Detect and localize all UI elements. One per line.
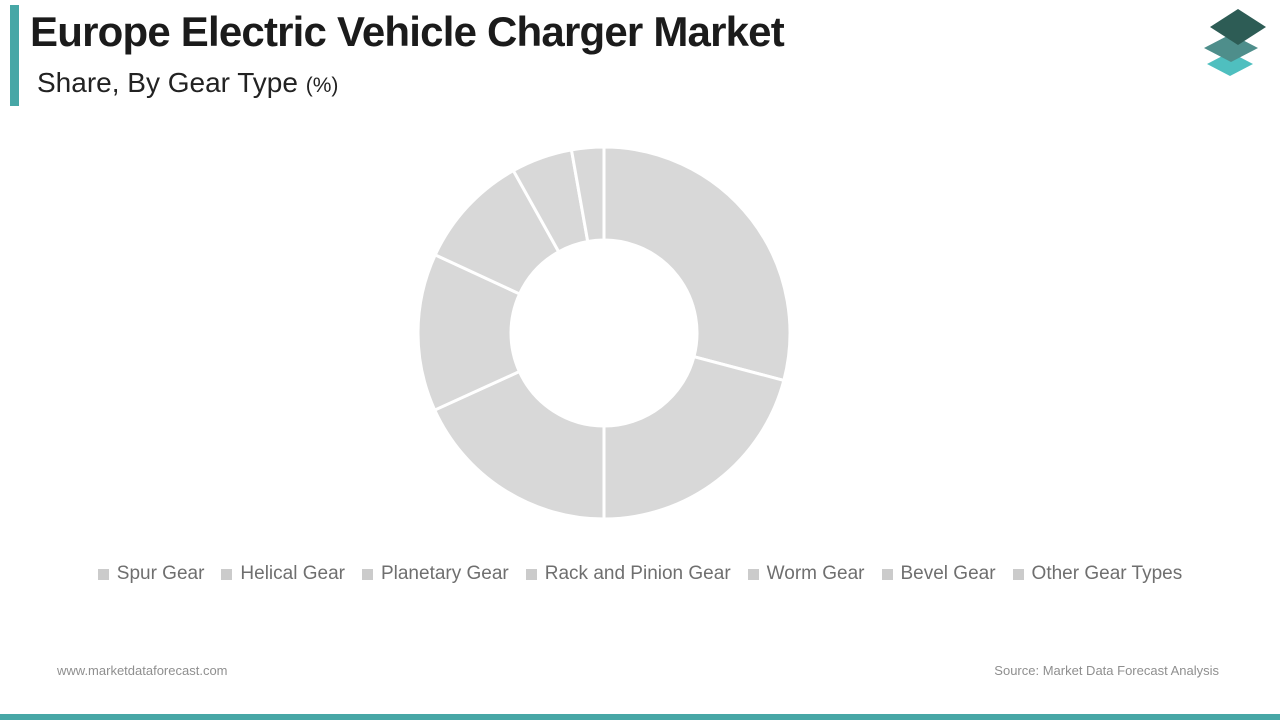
donut-segment-spur-gear[interactable] [602,145,792,383]
legend-label: Worm Gear [766,563,865,584]
legend-item-spur-gear[interactable]: Spur Gear [97,563,205,585]
legend-item-bevel-gear[interactable]: Bevel Gear [881,563,996,585]
legend-marker-icon [361,568,373,580]
donut-segment-rack-and-pinion-gear[interactable] [416,252,522,413]
footer-source: Source: Market Data Forecast Analysis [994,663,1219,678]
legend-label: Bevel Gear [900,563,996,584]
legend-marker-icon [525,568,537,580]
chart-legend: Spur Gear Helical Gear Planetary Gear Rack … [0,560,1280,588]
legend-item-helical-gear[interactable]: Helical Gear [221,563,345,585]
footer-website: www.marketdataforecast.com [57,663,228,678]
legend-item-other-gear-types[interactable]: Other Gear Types [1012,563,1183,585]
title-accent-bar [10,5,19,106]
donut-chart [414,143,794,523]
legend-label: Helical Gear [240,563,345,584]
logo-top-layer-icon [1210,9,1266,45]
legend-label: Planetary Gear [380,563,509,584]
legend-marker-icon [881,568,893,580]
donut-segment-other-gear-types[interactable] [569,145,606,244]
market-data-forecast-logo [1204,9,1266,76]
page-title: Europe Electric Vehicle Charger Market [30,8,785,55]
donut-segment-planetary-gear[interactable] [432,369,606,521]
donut-chart-svg [416,145,792,521]
legend-item-rack-and-pinion-gear[interactable]: Rack and Pinion Gear [525,563,731,585]
legend-marker-icon [97,568,109,580]
bottom-accent-bar [0,714,1280,720]
logo-bottom-layer-icon [1207,52,1253,76]
legend-item-planetary-gear[interactable]: Planetary Gear [361,563,509,585]
legend-label: Other Gear Types [1031,563,1183,584]
legend-label: Rack and Pinion Gear [544,563,731,584]
page-subtitle: Share, By Gear Type (%) [37,66,338,103]
donut-segment-helical-gear[interactable] [602,354,786,521]
subtitle-unit: (%) [305,74,339,97]
legend-marker-icon [1012,568,1024,580]
legend-marker-icon [747,568,759,580]
legend-marker-icon [221,568,233,580]
legend-item-worm-gear[interactable]: Worm Gear [747,563,865,585]
subtitle-text: Share, By Gear Type [37,67,298,98]
legend-label: Spur Gear [116,563,205,584]
logo-middle-layer-icon [1204,34,1258,62]
